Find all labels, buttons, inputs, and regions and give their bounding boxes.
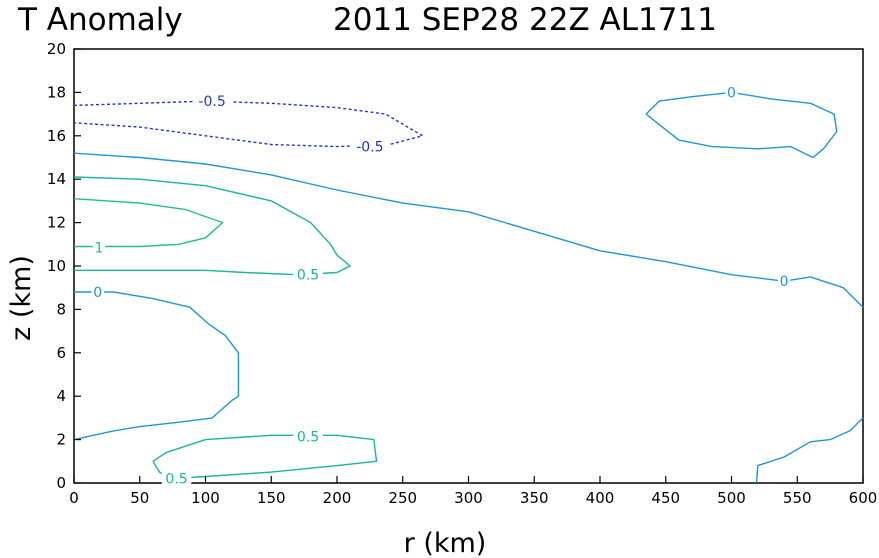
y-axis-label: z (km) — [6, 255, 37, 341]
contour-label-background — [91, 284, 104, 301]
y-tick-label: 14 — [47, 170, 66, 188]
contour-label: 0.5 — [297, 268, 319, 284]
contour-label: 0.5 — [165, 472, 187, 488]
contour-line — [73, 198, 224, 248]
x-tick-label: 250 — [388, 489, 417, 507]
y-tick-label: 20 — [47, 40, 66, 58]
plot-frame — [73, 48, 864, 484]
x-axis-label: r (km) — [404, 528, 487, 558]
contour-label: 0.5 — [297, 429, 319, 445]
x-tick-label: 450 — [651, 489, 680, 507]
contour-label: 0 — [780, 274, 789, 290]
contour-label-background — [350, 138, 389, 155]
contour-label: -0.5 — [356, 140, 383, 156]
x-tick-label: 50 — [130, 489, 149, 507]
contour-line — [645, 91, 838, 159]
contour-label-background — [777, 273, 791, 290]
y-tick-label: 10 — [47, 257, 66, 275]
x-tick-label: 600 — [849, 489, 878, 507]
contour-line — [73, 152, 864, 308]
y-tick-label: 4 — [56, 387, 66, 405]
x-tick-label: 100 — [191, 489, 220, 507]
y-tick-label: 6 — [56, 344, 66, 362]
contour-label-background — [193, 93, 232, 110]
y-tick-label: 12 — [47, 214, 66, 232]
contour-label-background — [293, 266, 323, 283]
contour-label: 0 — [727, 85, 736, 101]
x-tick-label: 200 — [323, 489, 352, 507]
x-tick-label: 400 — [586, 489, 615, 507]
contour-label-background — [161, 470, 192, 487]
contour-line — [73, 100, 424, 148]
y-tick-label: 8 — [56, 300, 66, 318]
chart-title-left: T Anomaly — [17, 2, 183, 38]
chart-title-right: 2011 SEP28 22Z AL1711 — [333, 2, 717, 38]
contour-line — [755, 417, 864, 484]
contour-line — [73, 291, 240, 441]
y-tick-label: 18 — [47, 83, 66, 101]
contour-label: 1 — [95, 241, 104, 257]
x-tick-label: 550 — [783, 489, 812, 507]
x-tick-label: 500 — [717, 489, 746, 507]
x-tick-label: 0 — [69, 489, 79, 507]
y-axis-ticks: 0 2 4 6 8 10 12 14 16 18 20 — [47, 40, 81, 492]
x-tick-label: 350 — [520, 489, 549, 507]
y-tick-label: 16 — [47, 127, 66, 145]
x-tick-label: 150 — [257, 489, 286, 507]
contour-line — [73, 176, 351, 276]
contour-label: -0.5 — [198, 94, 225, 110]
contour-label-background — [293, 428, 323, 445]
x-tick-label: 300 — [454, 489, 483, 507]
contour-label: 0 — [93, 285, 102, 301]
contour-layer: -0.5 -0.5 0 0 0 0.5 0.5 0.5 1 — [73, 84, 864, 488]
y-tick-label: 0 — [56, 474, 66, 492]
y-tick-label: 2 — [56, 431, 66, 449]
contour-label-background — [92, 239, 106, 256]
contour-label-background — [725, 84, 738, 101]
x-axis-ticks: 0 50 100 150 200 250 300 350 400 450 500 550 600 — [69, 476, 877, 507]
